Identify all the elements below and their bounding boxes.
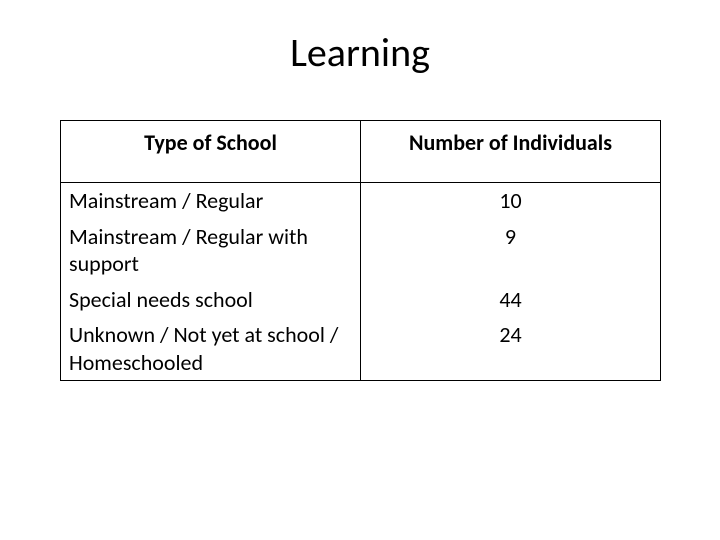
cell-label: Mainstream / Regular — [61, 183, 361, 219]
cell-value: 24 — [361, 317, 661, 381]
table-row: Mainstream / Regular 10 — [61, 183, 661, 219]
cell-label: Special needs school — [61, 282, 361, 318]
table-row: Special needs school 44 — [61, 282, 661, 318]
slide-title: Learning — [0, 28, 720, 77]
cell-value: 10 — [361, 183, 661, 219]
table-container: Type of School Number of Individuals Mai… — [60, 120, 660, 381]
learning-table: Type of School Number of Individuals Mai… — [60, 120, 661, 381]
slide: Learning Type of School Number of Indivi… — [0, 0, 720, 540]
cell-value: 44 — [361, 282, 661, 318]
table-row: Unknown / Not yet at school / Homeschool… — [61, 317, 661, 381]
col-header-type: Type of School — [61, 121, 361, 183]
cell-value: 9 — [361, 219, 661, 282]
table-header-row: Type of School Number of Individuals — [61, 121, 661, 183]
table-row: Mainstream / Regular with support 9 — [61, 219, 661, 282]
col-header-count: Number of Individuals — [361, 121, 661, 183]
cell-label: Mainstream / Regular with support — [61, 219, 361, 282]
cell-label: Unknown / Not yet at school / Homeschool… — [61, 317, 361, 381]
